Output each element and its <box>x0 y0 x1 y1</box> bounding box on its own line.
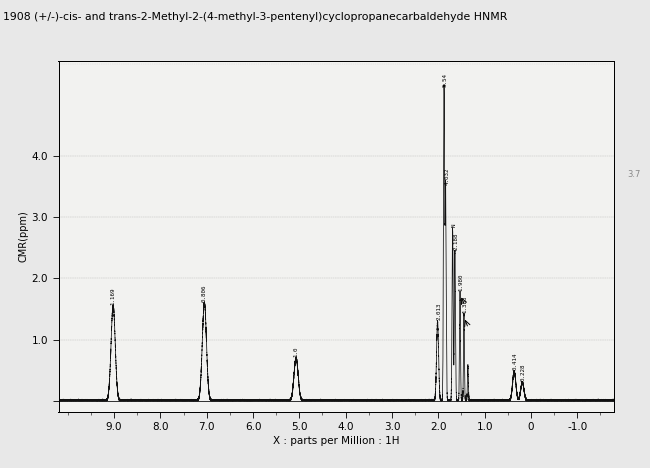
Text: 1.383: 1.383 <box>463 295 467 313</box>
Text: 2.013: 2.013 <box>436 302 441 320</box>
Text: 0.806: 0.806 <box>202 284 207 301</box>
Text: 1.169: 1.169 <box>111 287 116 305</box>
Text: 0.228: 0.228 <box>521 364 526 381</box>
Text: 3.7: 3.7 <box>627 170 641 179</box>
Text: 4.032: 4.032 <box>445 168 449 185</box>
Text: 0.414: 0.414 <box>513 353 518 370</box>
X-axis label: X : parts per Million : 1H: X : parts per Million : 1H <box>273 437 400 446</box>
Text: 2.188: 2.188 <box>454 232 458 249</box>
Text: 1908 (+/-)-cis- and trans-2-Methyl-2-(4-methyl-3-pentenyl)cyclopropanecarbaldehy: 1908 (+/-)-cis- and trans-2-Methyl-2-(4-… <box>3 12 508 22</box>
Text: N: N <box>451 223 456 227</box>
Text: 1.980: 1.980 <box>459 273 463 291</box>
Y-axis label: CMR(ppm): CMR(ppm) <box>19 211 29 262</box>
Text: 5.54: 5.54 <box>443 73 448 87</box>
Text: 1.0: 1.0 <box>294 346 299 357</box>
